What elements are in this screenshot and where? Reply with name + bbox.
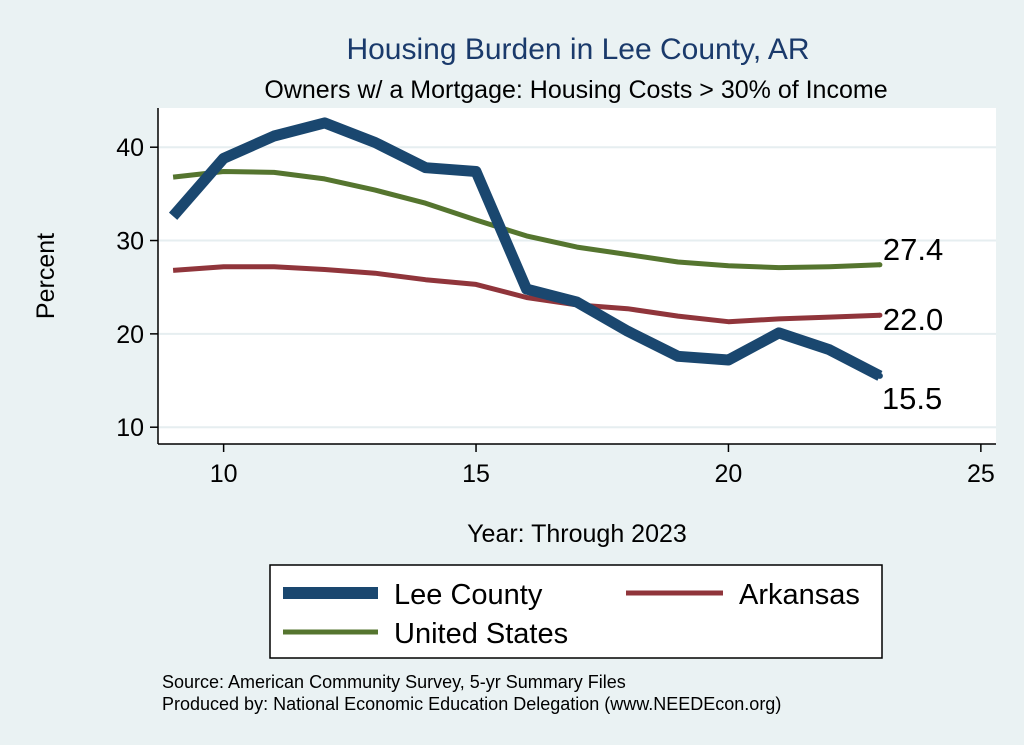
- x-tick-label-10: 10: [210, 460, 238, 488]
- x-axis-ticks: 10 15 20 25: [210, 444, 995, 488]
- source-note: Source: American Community Survey, 5-yr …: [162, 672, 626, 692]
- chart-subtitle: Owners w/ a Mortgage: Housing Costs > 30…: [264, 76, 887, 104]
- x-tick-label-20: 20: [715, 460, 743, 488]
- series-line-united-states: [172, 169, 880, 271]
- y-tick-label-40: 40: [116, 134, 144, 162]
- end-point-lee-county: [876, 372, 883, 379]
- end-point-arkansas: [877, 312, 883, 318]
- chart-title: Housing Burden in Lee County, AR: [346, 33, 809, 66]
- legend-label-arkansas: Arkansas: [739, 579, 860, 611]
- producer-note: Produced by: National Economic Education…: [162, 694, 781, 714]
- y-tick-label-10: 10: [116, 414, 144, 442]
- y-axis-label: Percent: [32, 233, 60, 319]
- end-label-arkansas: 22.0: [883, 302, 943, 337]
- series-line-lee-county: [168, 117, 883, 381]
- end-labels: 15.5 22.0 27.4: [882, 232, 943, 416]
- y-axis-ticks: 10 20 30 40: [116, 134, 158, 442]
- legend-label-lee-county: Lee County: [394, 579, 543, 611]
- grid-lines: [158, 146, 996, 429]
- x-axis-label: Year: Through 2023: [467, 520, 687, 548]
- series-lines: [168, 117, 883, 381]
- legend-label-united-states: United States: [394, 618, 568, 650]
- legend-box: [269, 564, 883, 659]
- y-tick-label-20: 20: [116, 321, 144, 349]
- legend: Lee County Arkansas United States: [269, 564, 883, 659]
- series-line-arkansas: [172, 264, 880, 325]
- plot-area: [158, 108, 996, 444]
- x-tick-label-25: 25: [967, 460, 995, 488]
- end-label-united-states: 27.4: [883, 232, 943, 267]
- x-tick-label-15: 15: [462, 460, 490, 488]
- end-label-lee-county: 15.5: [882, 381, 942, 416]
- y-tick-label-30: 30: [116, 228, 144, 256]
- end-point-united-states: [877, 262, 883, 268]
